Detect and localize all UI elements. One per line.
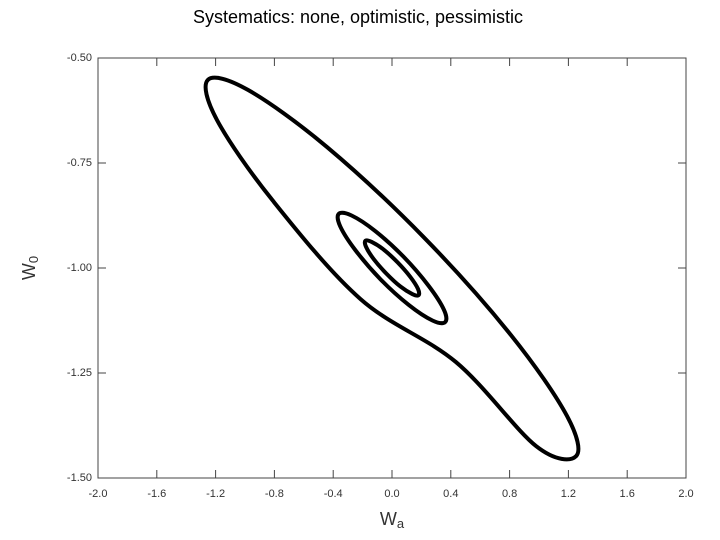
x-tick-label: 0.8: [502, 488, 517, 500]
y-tick-label: -1.00: [67, 262, 92, 274]
x-tick-label: 1.6: [620, 488, 635, 500]
y-axis-label: W0: [19, 256, 42, 280]
contour-ellipse: [203, 75, 581, 462]
x-tick-label: -2.0: [89, 488, 108, 500]
x-axis-label: Wa: [380, 509, 405, 532]
x-tick-label: 0.4: [443, 488, 458, 500]
x-tick-label: 1.2: [561, 488, 576, 500]
x-tick-label: -1.2: [206, 488, 225, 500]
x-tick-label: -0.4: [324, 488, 343, 500]
y-tick-label: -1.25: [67, 367, 92, 379]
x-label-main: W: [380, 509, 397, 529]
y-tick-label: -1.50: [67, 472, 92, 484]
chart-title: Systematics: none, optimistic, pessimist…: [193, 7, 523, 27]
contour-ellipse: [362, 238, 422, 298]
y-label-sub: 0: [26, 256, 41, 263]
y-tick-label: -0.75: [67, 157, 92, 169]
x-tick-label: 2.0: [678, 488, 693, 500]
x-tick-label: -0.8: [265, 488, 284, 500]
y-label-main: W: [19, 263, 39, 280]
x-tick-label: -1.6: [147, 488, 166, 500]
x-tick-label: 0.0: [384, 488, 399, 500]
y-tick-label: -0.50: [67, 52, 92, 64]
plot-frame: [97, 57, 687, 479]
x-label-sub: a: [397, 516, 405, 531]
contour-ellipse: [335, 210, 449, 326]
